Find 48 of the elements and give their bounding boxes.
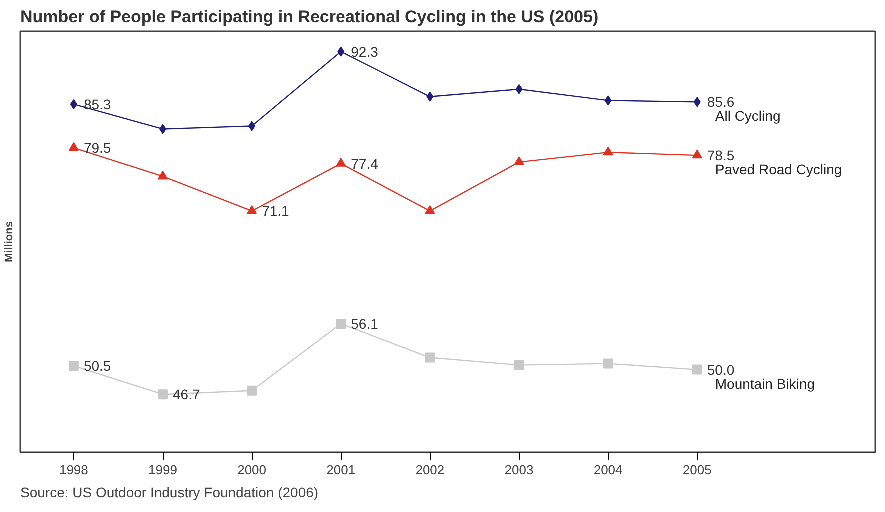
- chart-title: Number of People Participating in Recreational Cycling in the US (2005): [20, 8, 599, 26]
- point: [692, 150, 702, 159]
- point: [68, 142, 79, 152]
- point: [425, 205, 436, 214]
- point: [336, 318, 346, 329]
- data-label: 85.6: [707, 94, 735, 110]
- point: [247, 205, 258, 214]
- point: [158, 390, 168, 400]
- point: [68, 361, 79, 372]
- data-label: 50.5: [84, 358, 112, 374]
- point: [158, 170, 168, 180]
- data-label: 92.3: [351, 44, 379, 60]
- data-label: 71.1: [262, 203, 290, 220]
- point: [248, 121, 256, 132]
- point: [338, 46, 345, 57]
- point: [694, 97, 701, 108]
- x-tick-label: 2004: [594, 462, 623, 478]
- y-axis-title: Millions: [4, 222, 16, 262]
- data-label: 79.5: [84, 140, 112, 156]
- data-label: 78.5: [707, 148, 735, 164]
- x-tick-label: 2000: [238, 462, 267, 478]
- x-tick-label: 2002: [416, 462, 445, 478]
- point: [336, 158, 346, 167]
- x-tick-label: 2001: [326, 462, 356, 478]
- point: [603, 146, 614, 156]
- x-tick-label: 1998: [59, 462, 88, 478]
- data-label: 85.3: [84, 96, 112, 112]
- data-label: 56.1: [351, 316, 379, 332]
- x-tick-label: 1999: [148, 462, 178, 478]
- point: [516, 84, 523, 94]
- source-note: Source: US Outdoor Industry Foundation (2006): [20, 484, 319, 500]
- point: [603, 358, 614, 369]
- series-label: All Cycling: [715, 108, 781, 124]
- data-label: 77.4: [351, 156, 379, 172]
- data-label: 50.0: [707, 362, 735, 378]
- x-tick-label: 2005: [682, 462, 712, 478]
- point: [604, 96, 612, 106]
- series-label: Mountain Biking: [715, 376, 815, 392]
- point: [426, 92, 434, 102]
- series-label: Paved Road Cycling: [715, 162, 842, 178]
- point: [425, 352, 436, 363]
- data-label: 46.7: [173, 386, 200, 403]
- point: [692, 364, 702, 375]
- point: [70, 99, 78, 110]
- point: [514, 360, 524, 370]
- x-tick-label: 2003: [504, 462, 534, 478]
- point: [247, 386, 258, 396]
- point: [514, 156, 524, 166]
